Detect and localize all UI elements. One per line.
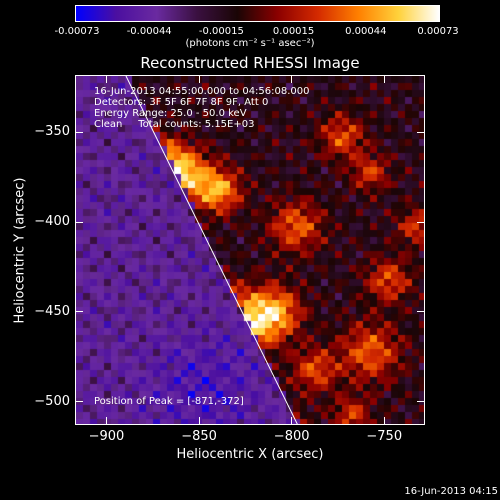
limb-line [125, 76, 298, 424]
y-tick-mark [417, 221, 425, 223]
colorbar-tick-label: -0.00015 [198, 26, 244, 37]
y-tick-label: −450 [34, 303, 70, 319]
y-tick-label: −500 [34, 393, 70, 409]
y-tick-label: −350 [34, 124, 70, 140]
x-tick-label: −850 [181, 429, 217, 444]
y-tick-mark [75, 311, 83, 313]
info-clean-counts: Clean Total counts: 5.15E+03 [94, 119, 255, 130]
x-tick-mark [105, 75, 107, 83]
heatmap-image [76, 76, 424, 424]
x-tick-mark [198, 417, 200, 425]
y-axis-label: Heliocentric Y (arcsec) [12, 177, 28, 324]
timestamp-footer: 16-Jun-2013 04:15 [404, 486, 498, 497]
y-tick-mark [75, 221, 83, 223]
y-tick-mark [75, 401, 83, 403]
x-tick-label: −750 [366, 429, 403, 444]
plot-area: 16-Jun-2013 04:55:00.000 to 04:56:08.000… [75, 75, 425, 425]
x-tick-mark [383, 417, 385, 425]
x-tick-mark [291, 75, 293, 83]
colorbar-tick-label: -0.00073 [54, 26, 100, 37]
x-tick-mark [383, 75, 385, 83]
colorbar [75, 5, 440, 22]
info-detectors: Detectors: 3F 5F 6F 7F 8F 9F, Att 0 [94, 97, 269, 108]
colorbar-tick-label: 0.00015 [272, 26, 315, 37]
x-tick-mark [291, 417, 293, 425]
x-tick-label: −900 [88, 429, 125, 444]
y-tick-label: −400 [34, 214, 70, 230]
colorbar-units: (photons cm⁻² s⁻¹ asec⁻²) [185, 38, 315, 49]
y-tick-mark [417, 311, 425, 313]
info-energy-range: Energy Range: 25.0 - 50.0 keV [94, 108, 247, 119]
y-tick-mark [417, 131, 425, 133]
colorbar-tick-label: 0.00044 [345, 26, 387, 37]
peak-position: Position of Peak = [-871,-372] [94, 396, 244, 407]
x-axis-label: Heliocentric X (arcsec) [176, 447, 324, 462]
chart-title: Reconstructed RHESSI Image [140, 54, 360, 72]
colorbar-tick-label: -0.00044 [126, 26, 172, 37]
plot-overlay [125, 76, 298, 424]
colorbar-tick-label: 0.00073 [417, 26, 459, 37]
x-tick-mark [105, 417, 107, 425]
info-time-range: 16-Jun-2013 04:55:00.000 to 04:56:08.000 [94, 86, 310, 97]
x-tick-label: −800 [273, 429, 310, 444]
y-tick-mark [417, 401, 425, 403]
y-tick-mark [75, 131, 83, 133]
x-tick-mark [198, 75, 200, 83]
